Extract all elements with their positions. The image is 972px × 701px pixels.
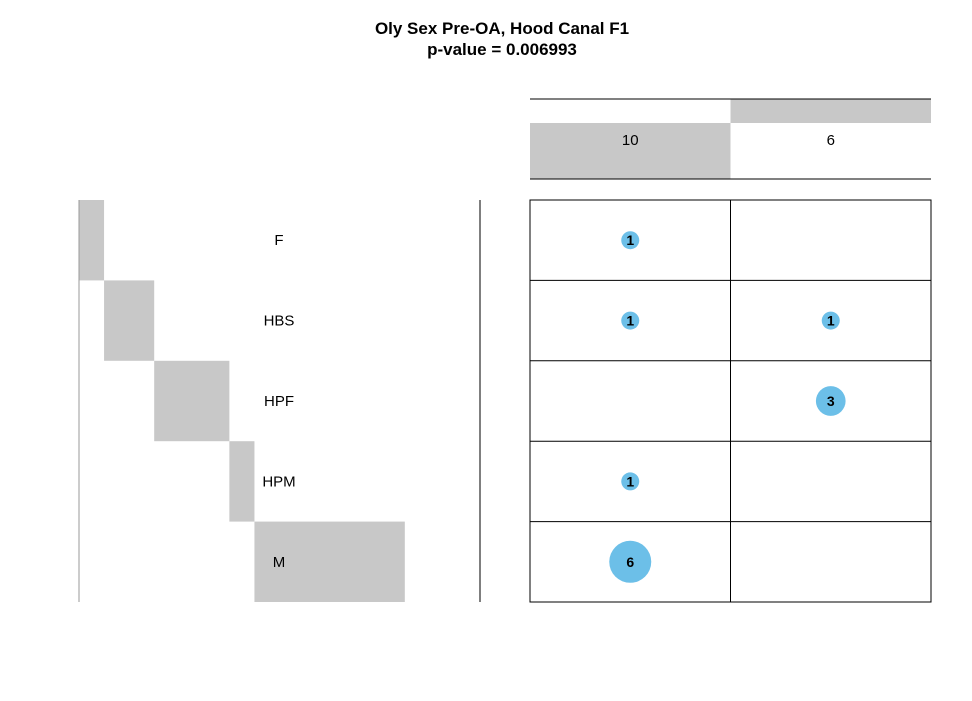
column-label-0: 10	[622, 132, 639, 149]
column-marginal-bar-1	[730, 99, 931, 123]
bubble-label-hbs-10: 1	[626, 313, 634, 329]
chart-title-text: Oly Sex Pre-OA, Hood Canal F1	[374, 19, 630, 38]
bubble-hpf-6	[815, 386, 846, 416]
row-marginal-bar-hpf	[154, 360, 230, 442]
row-marginal-bar-f	[79, 200, 105, 281]
chart-subtitle-text: p-value = 0.006993	[427, 40, 577, 59]
bubble-label-f-10: 1	[626, 232, 634, 248]
bubble-f-10	[621, 231, 640, 250]
bubble-label-hpf-6: 3	[827, 393, 835, 409]
row-label-hpm: HPM	[262, 473, 295, 490]
column-marginal-bar-0	[530, 123, 731, 179]
bubble-label-hbs-6: 1	[827, 313, 835, 329]
bubble-label-m-10: 6	[626, 554, 634, 570]
bubble-m-10	[609, 540, 652, 583]
row-marginal-bar-m	[254, 521, 405, 602]
chart-title: Oly Sex Pre-OA, Hood Canal F1 p-value = …	[0, 18, 972, 60]
bubble-hpm-10	[621, 472, 640, 491]
row-marginal-bar-hbs	[104, 280, 155, 361]
column-label-1: 6	[827, 132, 835, 149]
row-label-hpf: HPF	[264, 393, 294, 410]
row-label-f: F	[274, 232, 283, 249]
bubble-hbs-10	[621, 311, 640, 330]
bubble-hbs-6	[821, 311, 840, 330]
row-label-m: M	[273, 554, 286, 571]
row-label-hbs: HBS	[264, 313, 295, 330]
row-marginal-bar-hpm	[229, 441, 255, 522]
bubble-label-hpm-10: 1	[626, 473, 634, 489]
